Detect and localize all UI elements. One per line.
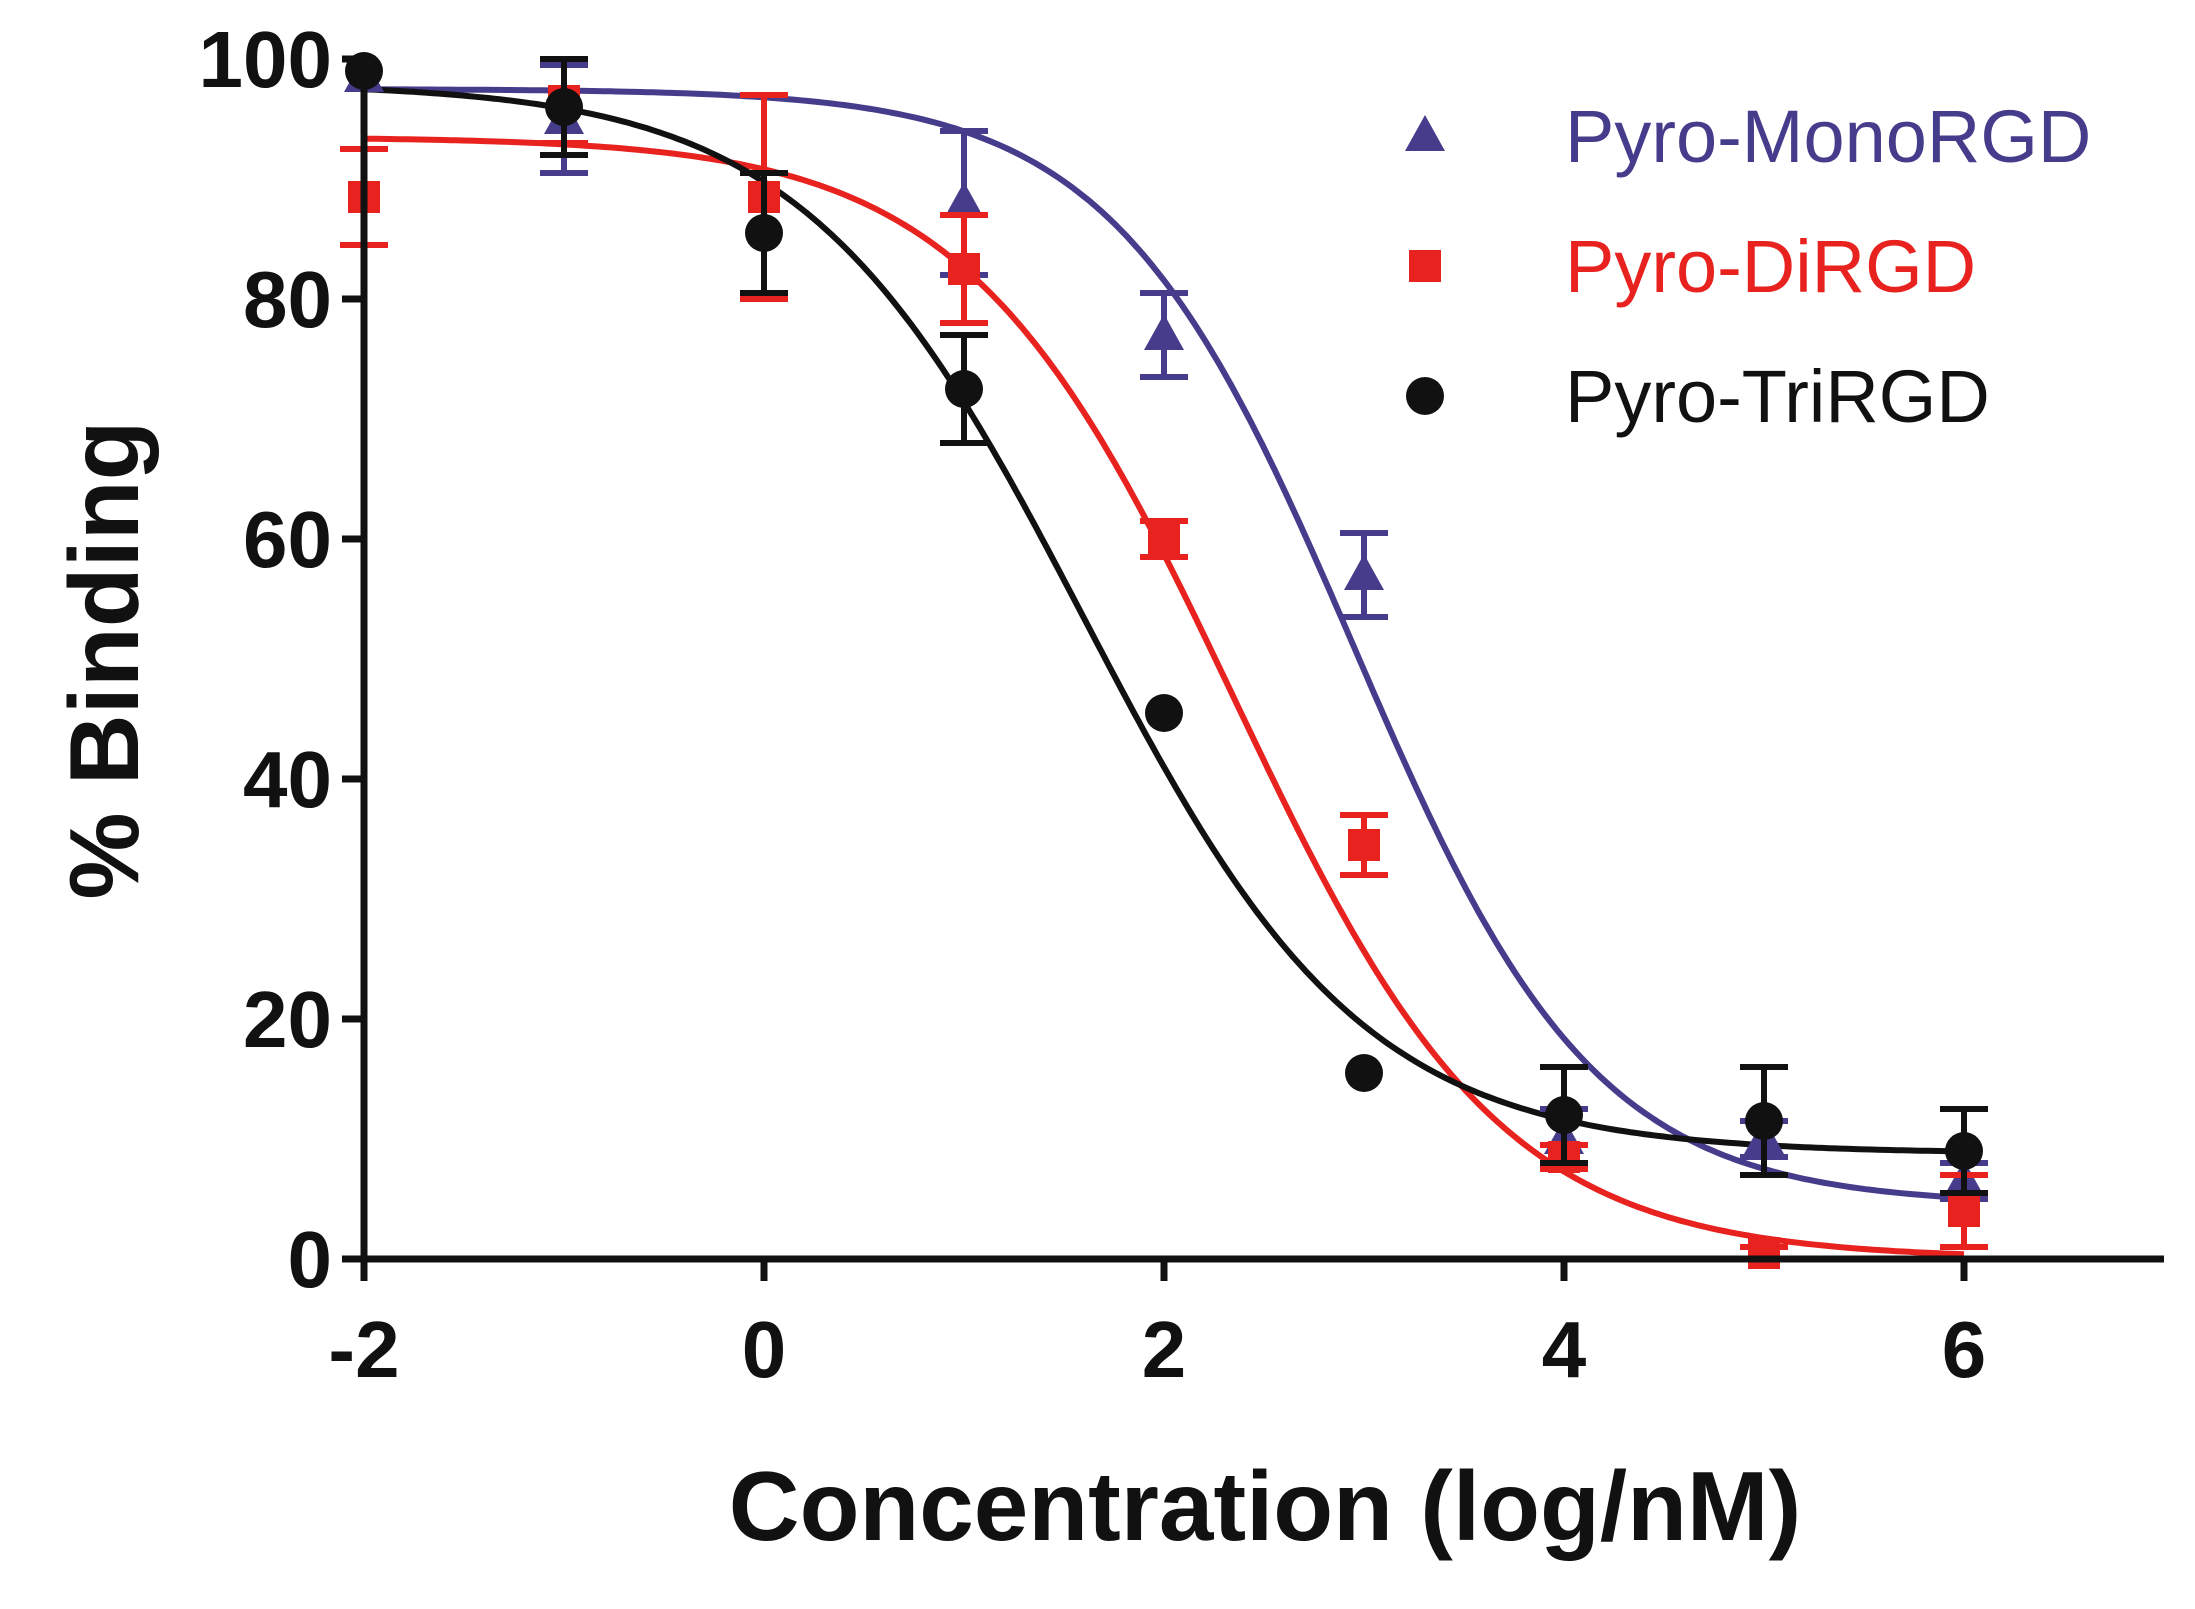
y-tick-label: 100 <box>199 15 332 104</box>
x-axis-title: Concentration (log/nM) <box>729 1451 1801 1561</box>
x-tick-label: 6 <box>1942 1305 1987 1394</box>
data-point <box>545 88 583 126</box>
y-tick-label: 80 <box>243 255 332 344</box>
data-point <box>1748 1237 1780 1269</box>
fit-curve-0 <box>364 86 1965 1201</box>
y-tick-label: 60 <box>243 495 332 584</box>
data-point <box>945 370 983 408</box>
plot-area <box>340 52 1988 1269</box>
legend-label: Pyro-DiRGD <box>1565 225 1976 308</box>
data-point <box>1144 314 1184 350</box>
legend-marker <box>1406 377 1444 415</box>
y-axis-title: % Binding <box>49 420 159 899</box>
data-point <box>1145 694 1183 732</box>
y-tick-label: 20 <box>243 975 332 1064</box>
legend: Pyro-MonoRGD Pyro-DiRGD Pyro-TriRGD <box>1405 95 2091 438</box>
fit-curve-2 <box>363 86 1965 1155</box>
data-point <box>944 182 984 218</box>
x-tick-label: 0 <box>742 1305 787 1394</box>
data-point <box>1945 1132 1983 1170</box>
data-point <box>1948 1195 1980 1227</box>
x-tick-label: 2 <box>1142 1305 1187 1394</box>
x-tick-label: 4 <box>1542 1305 1587 1394</box>
data-point <box>1345 1054 1383 1092</box>
data-point <box>745 214 783 252</box>
data-point <box>1348 829 1380 861</box>
data-point <box>1148 523 1180 555</box>
x-tick-label: -2 <box>328 1305 399 1394</box>
data-point <box>1344 554 1384 590</box>
data-point <box>1745 1102 1783 1140</box>
legend-marker <box>1405 115 1445 151</box>
data-point <box>1545 1096 1583 1134</box>
y-tick-label: 40 <box>243 735 332 824</box>
y-tick-label: 0 <box>288 1215 333 1304</box>
legend-marker <box>1409 250 1441 282</box>
data-point <box>948 253 980 285</box>
legend-label: Pyro-TriRGD <box>1565 355 1990 438</box>
legend-label: Pyro-MonoRGD <box>1565 95 2091 178</box>
